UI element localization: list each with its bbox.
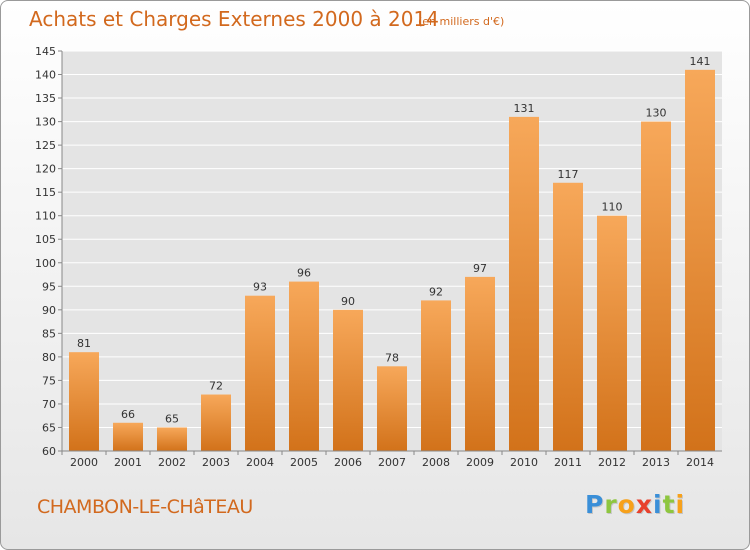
bar-2009 (465, 276, 495, 451)
x-tick-label: 2004 (246, 456, 274, 469)
x-tick-label: 2011 (554, 456, 582, 469)
y-tick-label: 145 (35, 45, 56, 58)
y-tick-label: 85 (42, 327, 56, 340)
y-tick-label: 75 (42, 374, 56, 387)
value-label: 117 (558, 168, 579, 181)
logo-letter: P (585, 490, 605, 519)
value-label: 130 (646, 107, 667, 120)
y-tick-label: 115 (35, 186, 56, 199)
y-tick-label: 95 (42, 280, 56, 293)
value-label: 141 (690, 55, 711, 68)
bar-2006 (333, 309, 363, 451)
chart-subtitle: (en milliers d'€) (418, 15, 505, 28)
value-label: 78 (385, 351, 399, 364)
value-label: 65 (165, 412, 179, 425)
value-labels: 81 66 65 72 93 96 90 78 92 97 131 117 110 130 141 (77, 55, 711, 426)
value-label: 90 (341, 295, 355, 308)
y-tick-label: 140 (35, 69, 56, 82)
bar-2008 (421, 300, 451, 451)
y-tick-label: 70 (42, 398, 56, 411)
bar-2013 (641, 121, 671, 452)
value-label: 96 (297, 267, 311, 280)
bar-2010 (509, 116, 539, 451)
x-tick-label: 2006 (334, 456, 362, 469)
logo-letter: i (675, 490, 686, 519)
y-tick-label: 80 (42, 351, 56, 364)
bar-2000 (69, 352, 99, 451)
x-tick-label: 2008 (422, 456, 450, 469)
x-tick-label: 2010 (510, 456, 538, 469)
x-tick-label: 2005 (290, 456, 318, 469)
y-tick-label: 65 (42, 421, 56, 434)
y-tick-label: 110 (35, 210, 56, 223)
logo-letter: t (662, 490, 676, 519)
bar-2007 (377, 366, 407, 451)
commune-name: CHAMBON-LE-CHâTEAU (37, 496, 253, 518)
bar-2002 (157, 427, 187, 451)
value-label: 110 (602, 201, 623, 214)
value-label: 72 (209, 380, 223, 393)
value-label: 97 (473, 262, 487, 275)
y-tick-label: 130 (35, 116, 56, 129)
x-tick-label: 2007 (378, 456, 406, 469)
bar-2001 (113, 422, 143, 451)
x-tick-label: 2000 (70, 456, 98, 469)
x-tick-label: 2002 (158, 456, 186, 469)
bar-2011 (553, 182, 583, 451)
y-tick-label: 90 (42, 304, 56, 317)
x-tick-label: 2013 (642, 456, 670, 469)
bar-2005 (289, 281, 319, 451)
logo-letter: o (617, 490, 636, 519)
chart-title: Achats et Charges Externes 2000 à 2014 (29, 7, 439, 31)
value-label: 66 (121, 408, 135, 421)
logo-letter: x (635, 490, 653, 519)
y-tick-label: 100 (35, 257, 56, 270)
bar-2014 (685, 69, 715, 451)
x-tick-label: 2009 (466, 456, 494, 469)
bar-2003 (201, 394, 231, 451)
bar-2004 (245, 295, 275, 451)
x-tick-label: 2014 (686, 456, 714, 469)
value-label: 93 (253, 281, 267, 294)
logo-letter: i (653, 490, 663, 519)
x-tick-label: 2001 (114, 456, 142, 469)
y-tick-label: 105 (35, 233, 56, 246)
x-axis: 2000 2001 2002 2003 2004 2005 2006 2007 2008 2009… (61, 450, 722, 469)
logo-letter: r (604, 490, 618, 519)
value-label: 131 (514, 102, 535, 115)
y-tick-label: 60 (42, 445, 56, 458)
y-axis: 60 65 70 75 80 85 90 95 100 105 110 115 120 125 130 135… (35, 45, 63, 458)
x-tick-label: 2003 (202, 456, 230, 469)
bars (69, 69, 715, 452)
proxiti-logo[interactable]: Proxiti (585, 490, 685, 519)
value-label: 92 (429, 285, 443, 298)
y-tick-label: 135 (35, 92, 56, 105)
y-tick-label: 125 (35, 139, 56, 152)
y-tick-label: 120 (35, 163, 56, 176)
value-label: 81 (77, 337, 91, 350)
x-tick-label: 2012 (598, 456, 626, 469)
bar-2012 (597, 215, 627, 451)
